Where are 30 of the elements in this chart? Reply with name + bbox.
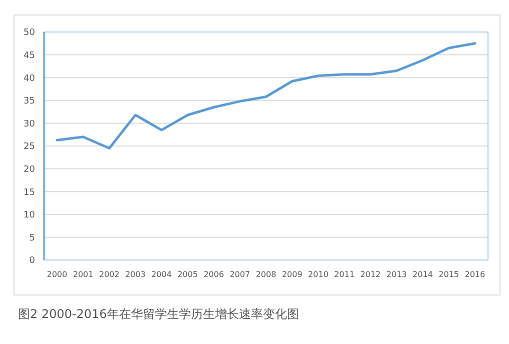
y-tick-label: 10: [24, 210, 36, 221]
x-tick-label: 2002: [99, 270, 120, 279]
x-tick-label: 2014: [412, 270, 433, 279]
x-tick-label: 2012: [360, 270, 381, 279]
y-tick-label: 0: [29, 256, 36, 266]
y-tick-label: 35: [24, 96, 35, 107]
x-tick-label: 2000: [46, 270, 68, 279]
y-tick-label: 25: [24, 142, 35, 152]
x-tick-label: 2009: [282, 270, 302, 279]
y-tick-label: 5: [29, 233, 35, 244]
y-tick-label: 20: [24, 164, 36, 175]
y-tick-label: 40: [24, 74, 36, 84]
x-tick-label: 2006: [204, 270, 224, 279]
x-tick-label: 2001: [72, 270, 94, 279]
x-tick-label: 2005: [177, 270, 198, 279]
x-tick-label: 2007: [230, 270, 250, 279]
x-tick-label: 2016: [464, 270, 486, 279]
y-tick-label: 50: [24, 28, 36, 38]
x-tick-label: 2008: [256, 270, 276, 279]
line-series: [56, 42, 476, 150]
y-tick-label: 45: [24, 50, 35, 61]
x-tick-label: 2003: [125, 270, 146, 279]
x-tick-label: 2010: [308, 270, 328, 279]
x-tick-label: 2011: [334, 270, 355, 279]
caption: 图2 2000-2016年在华留学生学历生增长速率变化图: [18, 307, 299, 321]
y-tick-label: 15: [24, 188, 35, 198]
y-tick-label: 30: [24, 119, 36, 130]
x-tick-label: 2013: [386, 270, 407, 279]
x-tick-label: 2004: [151, 270, 172, 279]
x-tick-label: 2015: [438, 270, 460, 279]
